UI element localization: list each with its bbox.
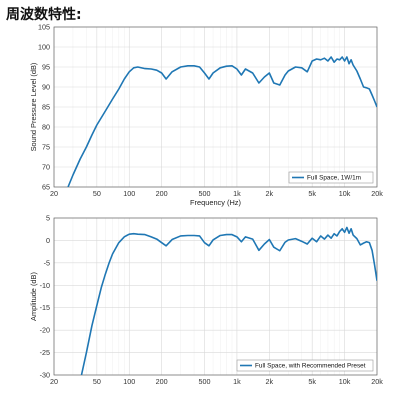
x-tick-label: 100 [123, 377, 135, 386]
y-axis-label: Amplitude (dB) [29, 272, 38, 321]
y-tick-label: -5 [44, 258, 50, 267]
y-tick-label: -20 [40, 326, 50, 335]
y-tick-label: 105 [38, 23, 50, 32]
y-tick-label: 0 [46, 236, 50, 245]
legend-label: Full Space, 1W/1m [307, 175, 361, 182]
legend-box [288, 171, 374, 184]
x-tick-label: 5k [308, 377, 316, 386]
x-tick-label: 5k [308, 189, 316, 198]
x-axis-label: Frequency (Hz) [190, 198, 241, 207]
legend-box [236, 359, 374, 372]
x-tick-label: 2k [266, 189, 274, 198]
x-tick-label: 10k [339, 377, 351, 386]
chart-1: 20 50 100 200 500 1k 2k 5k 10k 20k 65 70 75 80 85 90 95 1… [29, 23, 383, 208]
x-tick-label: 20 [50, 189, 58, 198]
x-tick-label: 20k [371, 377, 383, 386]
y-tick-label: 70 [42, 163, 50, 172]
legend: Full Space, with Recommended Preset [236, 359, 374, 372]
y-tick-label: 75 [42, 143, 50, 152]
legend: Full Space, 1W/1m [288, 171, 374, 184]
x-tick-label: 10k [339, 189, 351, 198]
legend-label: Full Space, with Recommended Preset [255, 363, 366, 370]
y-tick-label: -25 [40, 348, 50, 357]
y-axis-label: Sound Pressure Level (dB) [29, 63, 38, 152]
x-tick-label: 200 [156, 189, 168, 198]
axes-frame [53, 217, 378, 376]
x-tick-label: 20k [371, 189, 383, 198]
y-tick-label: 95 [42, 63, 50, 72]
x-tick-label: 1k [233, 377, 241, 386]
series-line-1 [80, 226, 377, 375]
x-tick-label: 50 [93, 377, 101, 386]
x-tick-label: 500 [199, 377, 211, 386]
chart-2: 20 50 100 200 500 1k 2k 5k 10k 20k-30-25-20-15-10… [29, 214, 383, 387]
page-title: 周波数特性: [6, 7, 82, 23]
x-tick-label: 100 [123, 189, 135, 198]
y-tick-label: 80 [42, 123, 50, 132]
y-tick-label: 100 [38, 43, 50, 52]
y-tick-label: 5 [46, 214, 50, 223]
x-tick-label: 1k [233, 189, 241, 198]
y-tick-label: -15 [40, 303, 50, 312]
x-tick-label: 500 [199, 189, 211, 198]
y-tick-label: 85 [42, 103, 50, 112]
x-tick-label: 2k [266, 377, 274, 386]
x-tick-label: 20 [50, 377, 58, 386]
x-tick-label: 200 [156, 377, 168, 386]
y-tick-label: -30 [40, 371, 50, 380]
y-tick-label: -10 [40, 281, 50, 290]
y-tick-label: 90 [42, 83, 50, 92]
series-line-1 [67, 56, 377, 187]
x-tick-label: 50 [93, 189, 101, 198]
y-tick-label: 65 [42, 183, 50, 192]
